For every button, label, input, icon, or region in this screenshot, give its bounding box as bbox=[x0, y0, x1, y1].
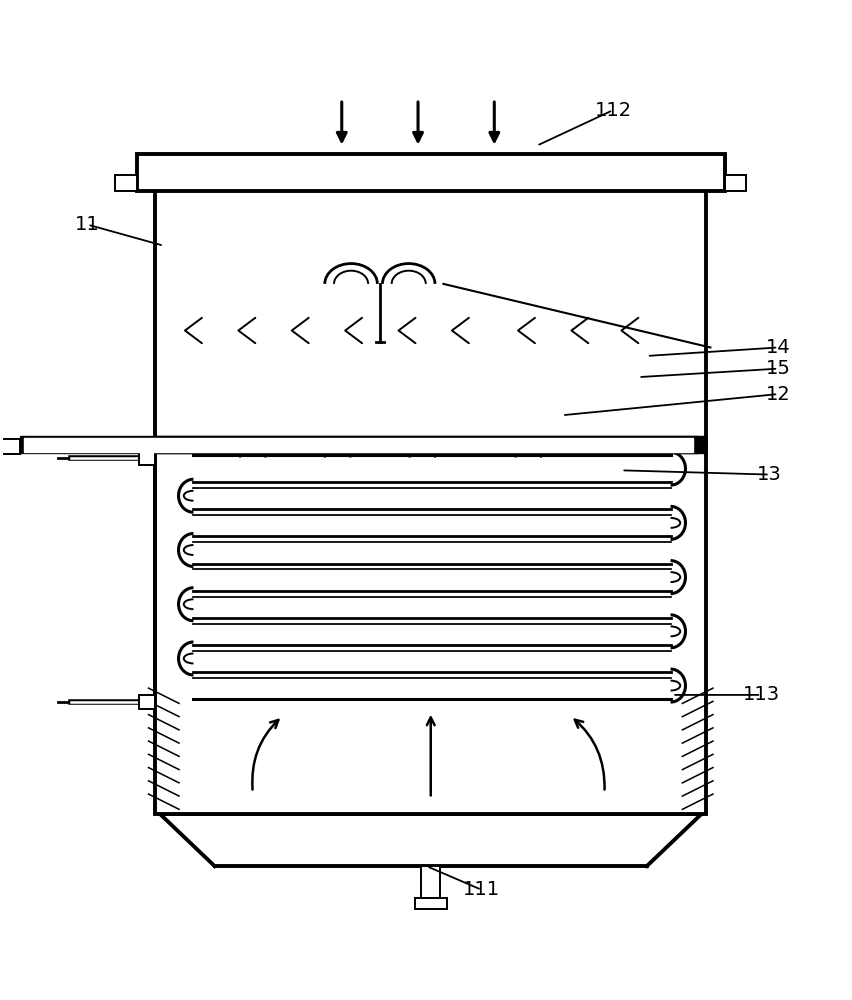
Bar bbox=[421, 866, 440, 898]
Bar bbox=[0, 439, 20, 454]
Text: 12: 12 bbox=[765, 385, 790, 404]
Bar bbox=[115, 175, 136, 191]
Polygon shape bbox=[24, 438, 693, 452]
Text: 11: 11 bbox=[75, 215, 100, 234]
Bar bbox=[724, 175, 746, 191]
Polygon shape bbox=[20, 436, 697, 453]
Text: 13: 13 bbox=[757, 465, 781, 484]
Bar bbox=[139, 451, 155, 465]
Polygon shape bbox=[159, 814, 701, 866]
Text: 111: 111 bbox=[463, 880, 499, 899]
Text: 112: 112 bbox=[594, 101, 630, 120]
Text: 14: 14 bbox=[765, 338, 790, 357]
Bar bbox=[155, 186, 705, 814]
Bar bbox=[136, 154, 724, 191]
Bar bbox=[139, 695, 155, 709]
Bar bbox=[414, 898, 446, 909]
Text: 15: 15 bbox=[765, 359, 790, 378]
Text: 113: 113 bbox=[742, 685, 779, 704]
Polygon shape bbox=[155, 436, 705, 453]
